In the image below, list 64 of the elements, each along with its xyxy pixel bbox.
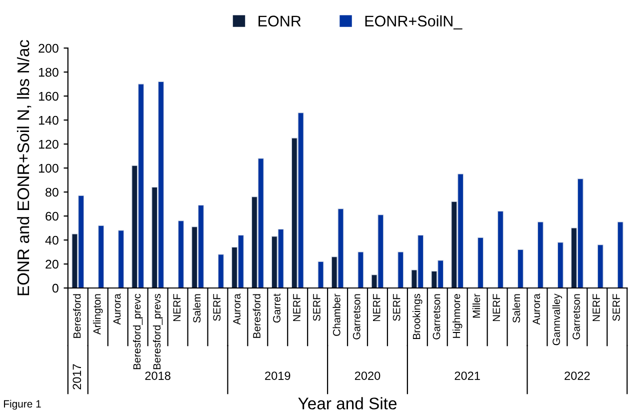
bar <box>617 222 624 288</box>
x-tick-label: Garretson <box>352 294 360 340</box>
y-tick-label: 80 <box>46 188 58 197</box>
x-tick-label: NERF <box>373 294 380 322</box>
y-tick-label: 140 <box>39 116 58 125</box>
x-tick-label: Salem <box>512 294 520 323</box>
x-tick-label: NERF <box>592 294 600 322</box>
x-axis-title: Year and Site <box>298 397 397 410</box>
bar <box>597 244 604 288</box>
text: 2017 <box>72 364 82 390</box>
bar <box>498 210 504 288</box>
bar <box>178 220 184 288</box>
bar <box>318 261 324 288</box>
y-tick-label: 200 <box>38 44 58 53</box>
x-tick-label: Beresford <box>73 294 81 338</box>
x-tick-label: Garretson <box>572 294 580 340</box>
y-tick-label: 40 <box>45 236 58 245</box>
x-tick-label: Garret <box>273 294 280 323</box>
caption: Figure 1 <box>4 400 41 410</box>
text: 2020 <box>354 372 380 380</box>
x-tick-label: NERF <box>173 294 180 322</box>
x-tick-label: Aurora <box>113 294 121 325</box>
text: 2021 <box>454 372 480 380</box>
y-tick-label: 0 <box>52 284 58 293</box>
bar <box>98 225 104 288</box>
x-tick-label: SERF <box>312 294 320 321</box>
y-tick-label: 60 <box>46 212 58 221</box>
x-tick-label: Aurora <box>532 294 540 325</box>
bar <box>398 252 404 288</box>
x-tick-label: SERF <box>612 294 620 321</box>
bar <box>517 249 524 288</box>
text: 2022 <box>564 372 590 380</box>
x-tick-label: Miller <box>472 294 480 318</box>
x-tick-label: Garretson <box>432 294 440 340</box>
bar <box>218 254 224 288</box>
text: 2018 <box>145 372 170 380</box>
x-tick-label: SERF <box>392 294 400 321</box>
bar <box>118 230 124 288</box>
x-tick-label: SERF <box>213 294 221 321</box>
y-tick-label: 20 <box>46 260 58 269</box>
legend-label: EONR+SoilN_ <box>365 15 462 30</box>
legend-label: EONR <box>258 16 301 26</box>
x-tick-label: Beresford <box>252 294 260 338</box>
y-tick-label: 100 <box>39 164 58 173</box>
x-tick-label: Salem <box>192 294 201 323</box>
x-tick-label: NERF <box>293 294 300 322</box>
bar <box>358 252 364 288</box>
y-tick-label: 160 <box>39 92 58 101</box>
x-tick-label: Beresford_prevc <box>132 294 143 370</box>
y-tick-label: 180 <box>39 68 58 77</box>
x-tick-label: Gannvalley <box>552 294 562 346</box>
x-tick-label: Beresford_prevs <box>152 294 163 370</box>
text: 2019 <box>265 372 290 380</box>
x-tick-label: Aurora <box>233 294 240 325</box>
y-axis-title: EONR and EONR+Soil N, lbs N/ac <box>16 40 32 296</box>
x-tick-label: Chamber <box>332 294 340 336</box>
x-tick-label: Arlington <box>93 294 103 335</box>
bar <box>537 222 544 288</box>
y-tick-label: 120 <box>39 140 58 149</box>
bar <box>557 242 564 288</box>
x-tick-label: Highmore <box>452 294 462 338</box>
x-tick-label: NERF <box>492 294 500 322</box>
bar <box>478 237 484 288</box>
x-tick-label: Brookings <box>412 294 422 340</box>
